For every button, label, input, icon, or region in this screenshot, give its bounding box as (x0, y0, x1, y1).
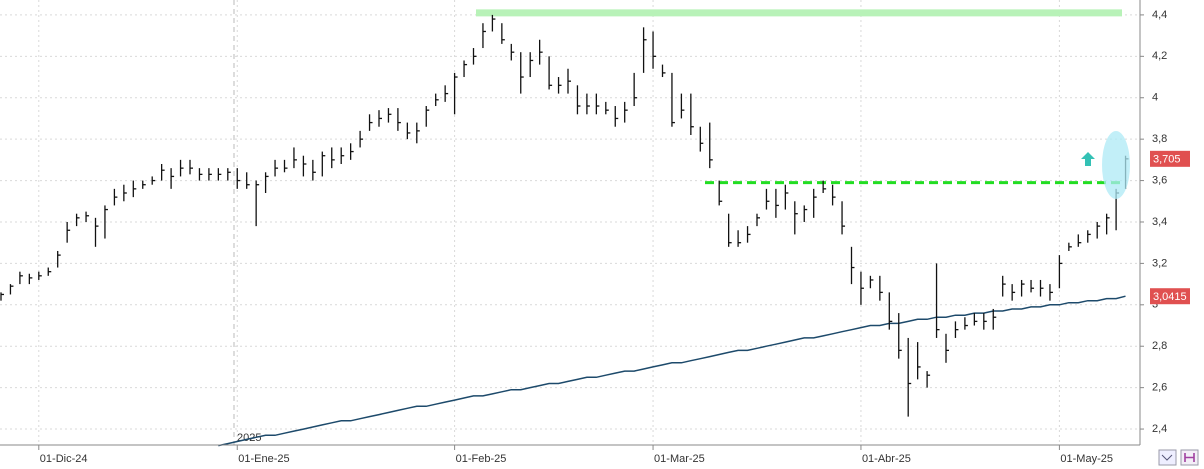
x-tick-label: 01-Feb-25 (456, 453, 507, 465)
y-tick-label: 3,8 (1152, 133, 1167, 145)
y-tick-label: 2,6 (1152, 382, 1167, 394)
highlight-ellipse (1102, 131, 1130, 199)
price-tag (1150, 150, 1190, 167)
x-tick-label: 01-Dic-24 (40, 453, 88, 465)
y-tick-label: 2,8 (1152, 340, 1167, 352)
price-tag (1150, 288, 1190, 305)
zoom-icon (1161, 454, 1173, 461)
up-arrow (1081, 152, 1095, 166)
y-tick-label: 3,2 (1152, 257, 1167, 269)
x-tick-label: 01-Abr-25 (862, 453, 911, 465)
zoom-button[interactable] (1158, 449, 1177, 466)
y-tick-label: 2,4 (1152, 423, 1167, 435)
price-tag-label: 3,0415 (1153, 291, 1187, 303)
y-tick-label: 3,4 (1152, 216, 1167, 228)
price-tag-label: 3,705 (1153, 154, 1181, 166)
x-tick-label: 01-May-25 (1060, 453, 1113, 465)
y-tick-label: 4,4 (1152, 9, 1167, 21)
y-tick-label: 4 (1152, 92, 1158, 104)
h-icon (1184, 453, 1195, 462)
x-tick-label: 01-Mar-25 (654, 453, 705, 465)
y-tick-label: 3 (1152, 299, 1158, 311)
y-tick-label: 3,6 (1152, 174, 1167, 186)
x-tick-label: 01-Ene-25 (238, 453, 289, 465)
y-tick-label: 4,2 (1152, 50, 1167, 62)
year-label: 2025 (237, 432, 261, 444)
